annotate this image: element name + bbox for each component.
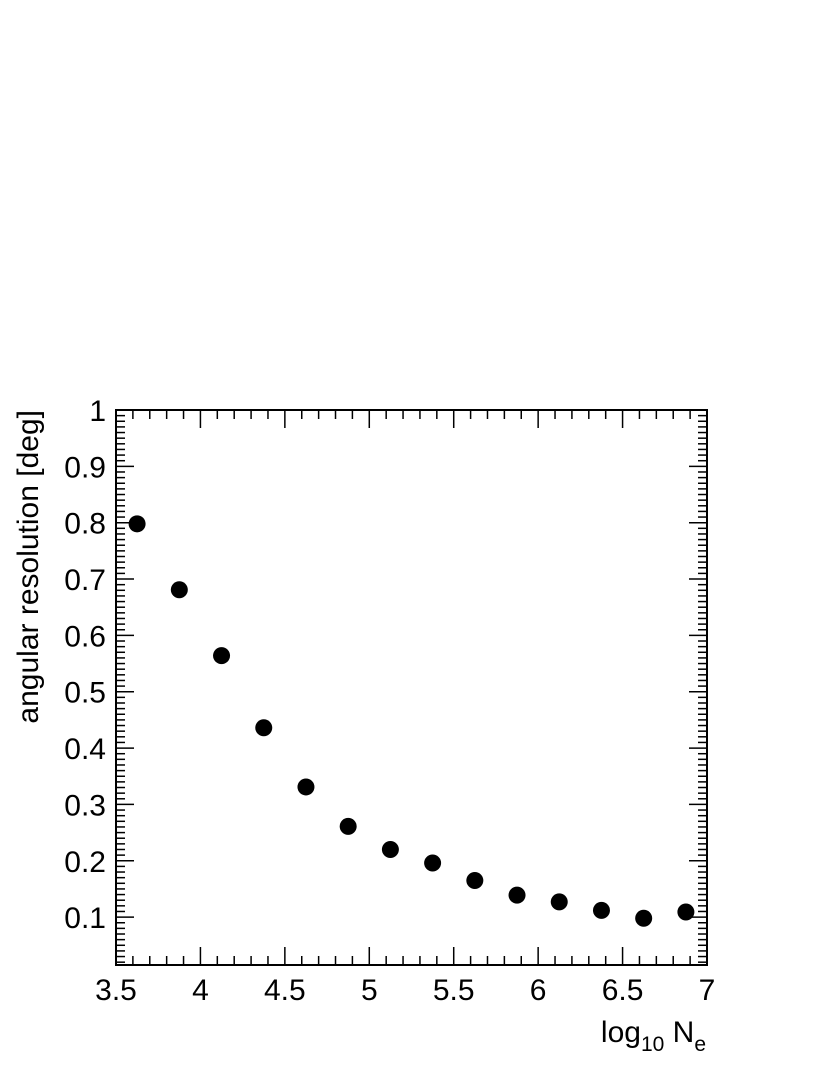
y-tick-label: 0.6: [64, 620, 106, 653]
data-point: [424, 854, 442, 872]
y-tick-label: 0.4: [64, 733, 106, 766]
x-axis-title-sub: 10: [641, 1033, 664, 1056]
data-point: [550, 893, 568, 911]
data-point: [297, 778, 315, 796]
x-axis-title-tail-sub: e: [694, 1033, 706, 1056]
y-tick-label: 0.9: [64, 451, 106, 484]
data-point: [170, 581, 188, 599]
data-point: [339, 817, 357, 835]
y-tick-label: 0.7: [64, 564, 106, 597]
data-point: [255, 719, 273, 737]
x-tick-labels: 3.5 4 4.5 5 5.5 6 6.5 7: [95, 974, 715, 1007]
x-axis-title: log10 Ne: [601, 1016, 706, 1056]
data-point: [381, 840, 399, 858]
axis-ticks: [115, 409, 708, 965]
plot-frame: [115, 409, 708, 966]
x-axis-title-main: log: [601, 1016, 641, 1049]
y-tick-label: 0.1: [64, 902, 106, 935]
y-tick-label: 0.8: [64, 508, 106, 541]
data-point: [466, 871, 484, 889]
data-points: [128, 515, 695, 927]
y-tick-label: 0.3: [64, 789, 106, 822]
data-point: [213, 647, 231, 665]
x-tick-label: 5.5: [433, 974, 475, 1007]
x-tick-label: 4.5: [264, 974, 306, 1007]
x-tick-label: 7: [699, 974, 716, 1007]
x-tick-label: 6.5: [602, 974, 644, 1007]
y-tick-label: 1: [89, 395, 106, 428]
data-point: [635, 909, 653, 927]
data-point: [508, 886, 526, 904]
x-axis-title-tail: N: [664, 1016, 694, 1049]
x-tick-label: 3.5: [95, 974, 137, 1007]
data-point: [677, 903, 695, 921]
y-tick-label: 0.2: [64, 846, 106, 879]
data-point: [128, 515, 146, 533]
x-tick-label: 4: [192, 974, 209, 1007]
data-point: [592, 901, 610, 919]
y-axis-title: angular resolution [deg]: [12, 410, 45, 724]
x-tick-label: 5: [361, 974, 378, 1007]
y-tick-label: 0.5: [64, 677, 106, 710]
x-tick-label: 6: [530, 974, 547, 1007]
y-tick-labels: 0.1 0.2 0.3 0.4 0.5 0.6 0.7 0.8 0.9 1: [64, 395, 106, 935]
